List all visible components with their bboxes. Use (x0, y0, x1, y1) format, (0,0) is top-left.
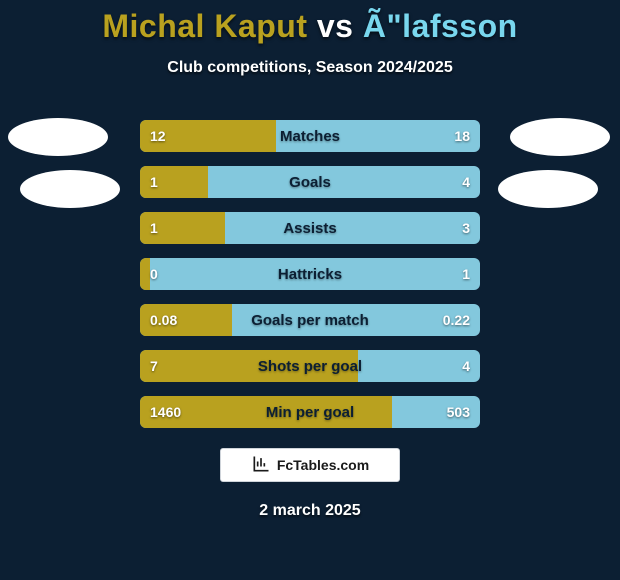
stat-label: Hattricks (140, 258, 480, 290)
chart-icon (251, 454, 271, 477)
stat-label: Assists (140, 212, 480, 244)
stat-label: Goals per match (140, 304, 480, 336)
player-right-oval-1 (510, 118, 610, 156)
page-title: Michal Kaput vs Ã"lafsson (0, 0, 620, 45)
player-left-name: Michal Kaput (102, 8, 307, 44)
comparison-card: Michal Kaput vs Ã"lafsson Club competiti… (0, 0, 620, 580)
stat-row: 74Shots per goal (140, 350, 480, 382)
stat-row: 0.080.22Goals per match (140, 304, 480, 336)
title-vs: vs (317, 8, 354, 44)
player-left-oval-1 (8, 118, 108, 156)
stat-row: 14Goals (140, 166, 480, 198)
player-right-oval-2 (498, 170, 598, 208)
player-left-oval-2 (20, 170, 120, 208)
stat-label: Min per goal (140, 396, 480, 428)
stat-row: 13Assists (140, 212, 480, 244)
branding-text: FcTables.com (277, 457, 369, 473)
stat-label: Goals (140, 166, 480, 198)
stat-rows: 1218Matches 14Goals 13Assists 01Hattricks 0.… (140, 120, 480, 442)
stat-label: Matches (140, 120, 480, 152)
stat-label: Shots per goal (140, 350, 480, 382)
date-text: 2 march 2025 (0, 502, 620, 520)
branding-badge: FcTables.com (220, 448, 400, 482)
stat-row: 1218Matches (140, 120, 480, 152)
stat-row: 01Hattricks (140, 258, 480, 290)
subtitle: Club competitions, Season 2024/2025 (0, 59, 620, 77)
stat-row: 1460503Min per goal (140, 396, 480, 428)
player-right-name: Ã"lafsson (363, 8, 518, 44)
